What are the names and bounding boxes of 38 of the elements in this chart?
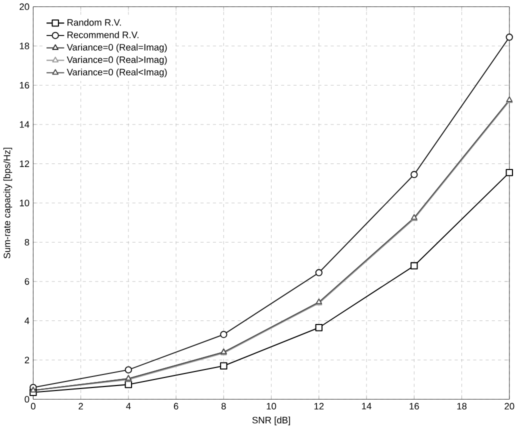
legend-label: Random R.V. [68,19,121,26]
y-tick-label: 18 [20,42,30,50]
legend-label: Variance=0 (Real>Imag) [66,56,167,65]
y-axis-title: Sum-rate capacity [bps/Hz] [3,148,12,259]
point [410,262,418,270]
y-tick-label: 2 [24,356,30,364]
y-tick-label: 4 [24,318,30,324]
legend-label: Recommend R.V. [68,31,138,38]
y-tick-label: 12 [20,160,30,168]
y-tick-label: 6 [24,278,30,285]
point [124,366,132,374]
y-tick-label: 0 [24,396,30,403]
x-tick-label: 16 [410,403,419,410]
point [315,269,323,276]
point [506,34,514,41]
y-tick-label: 16 [20,82,30,89]
point [220,362,228,370]
x-tick-label: 2 [78,403,83,410]
x-tick-label: 20 [504,403,514,410]
x-tick-label: 6 [174,403,178,410]
point [220,331,228,338]
x-tick-label: 8 [221,403,226,410]
y-tick-label: 20 [20,4,30,10]
x-axis-title: SNR [dB] [252,416,290,426]
point [410,171,418,178]
x-tick-label: 0 [30,403,36,410]
x-tick-label: 10 [266,403,276,410]
x-tick-label: 18 [457,403,467,410]
y-tick-label: 10 [20,200,30,206]
y-tick-label: 14 [20,121,30,128]
x-tick-label: 4 [126,403,131,410]
legend-label: Variance=0 (Real=Imag) [66,44,167,53]
point [315,324,323,332]
x-tick-label: 12 [314,403,324,410]
legend-label: Variance=0 (Real<Imag) [66,68,167,78]
point [506,169,514,176]
x-tick-label: 14 [362,403,372,410]
y-tick-label: 8 [24,239,30,246]
